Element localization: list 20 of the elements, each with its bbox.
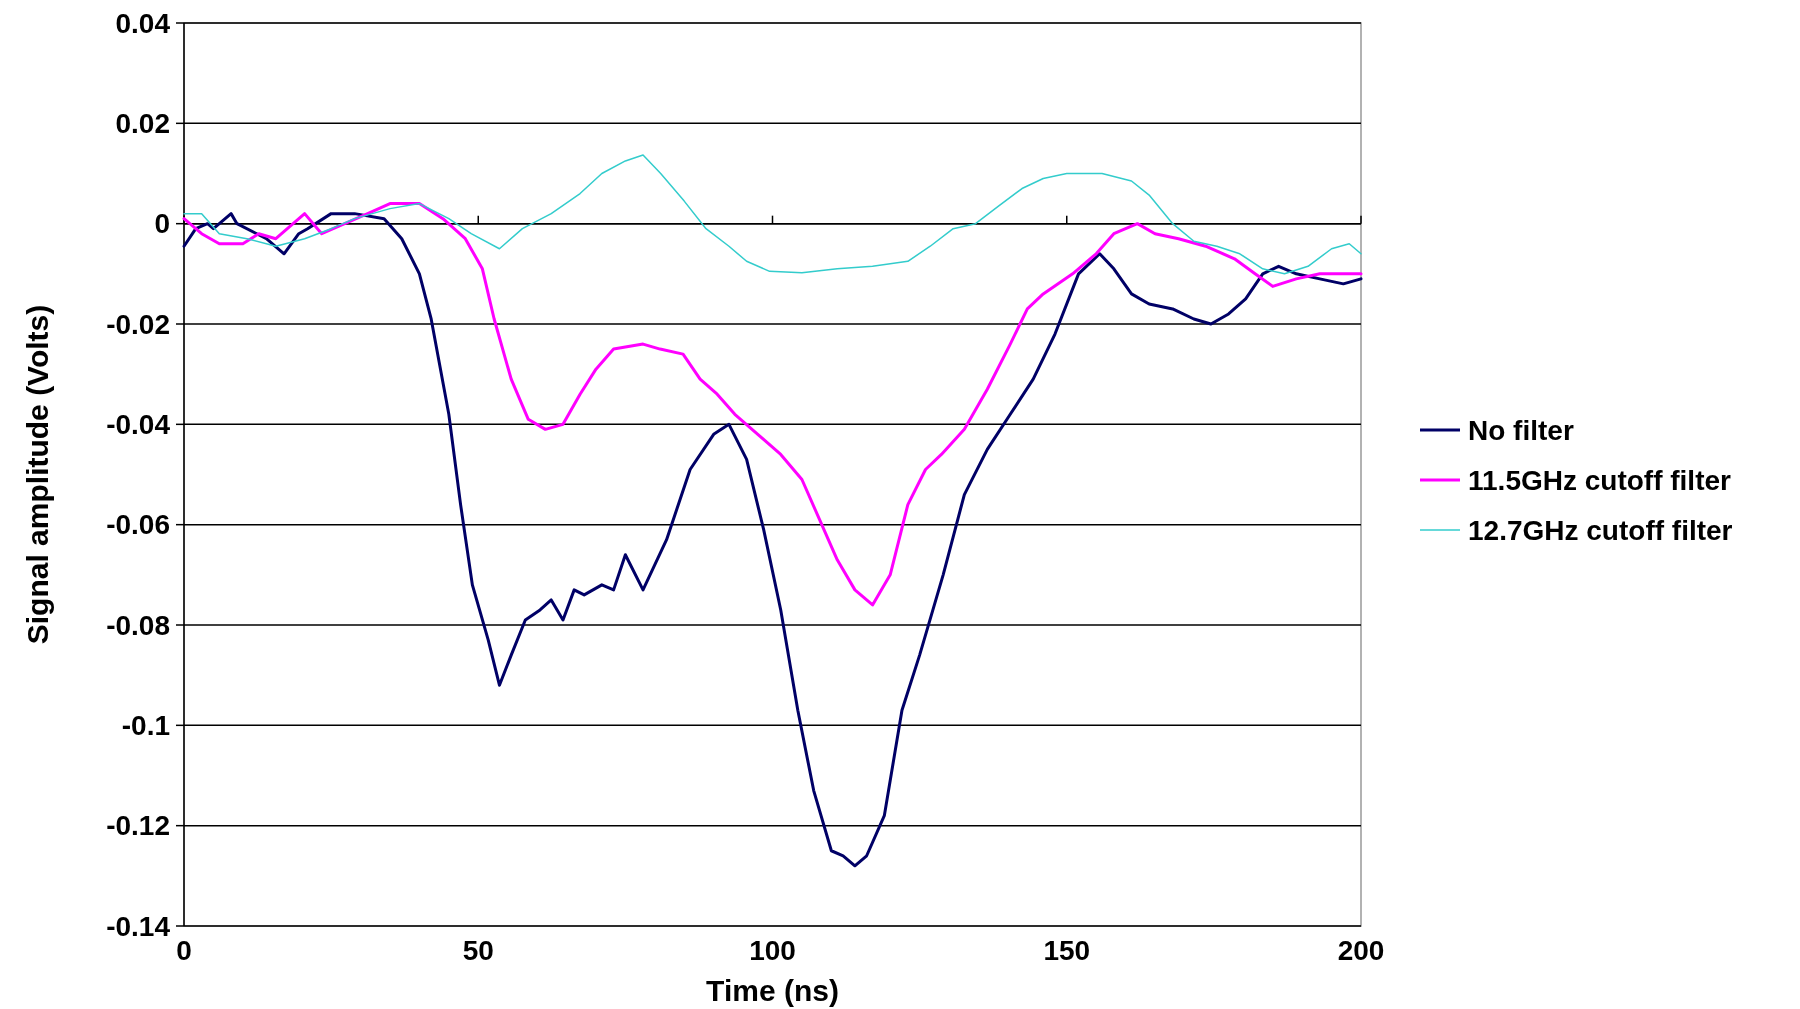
y-tick-label: -0.1 [121,710,170,742]
legend-label: No filter [1468,414,1574,446]
x-tick-label: 100 [749,935,796,966]
y-tick-label: -0.12 [106,810,170,842]
y-axis-title: Signal amplitude (Volts) [21,304,54,645]
x-tick-label: 0 [176,935,192,966]
y-tick-label: -0.14 [106,910,171,942]
y-tick-label: -0.06 [106,509,170,541]
y-tick-label: -0.04 [106,409,171,441]
x-tick-label: 200 [1337,935,1385,966]
y-tick-label: 0 [154,208,170,240]
y-tick-label: -0.08 [106,609,170,641]
x-axis-title: Time (ns) [706,974,839,1007]
y-tick-label: 0.04 [115,7,171,39]
legend-label: 12.7GHz cutoff filter [1468,514,1733,546]
y-tick-label: -0.02 [106,308,170,340]
x-tick-label: 150 [1043,935,1091,966]
y-tick-label: 0.02 [115,108,170,140]
legend-label: 11.5GHz cutoff filter [1468,464,1732,496]
x-tick-label: 50 [462,935,494,966]
